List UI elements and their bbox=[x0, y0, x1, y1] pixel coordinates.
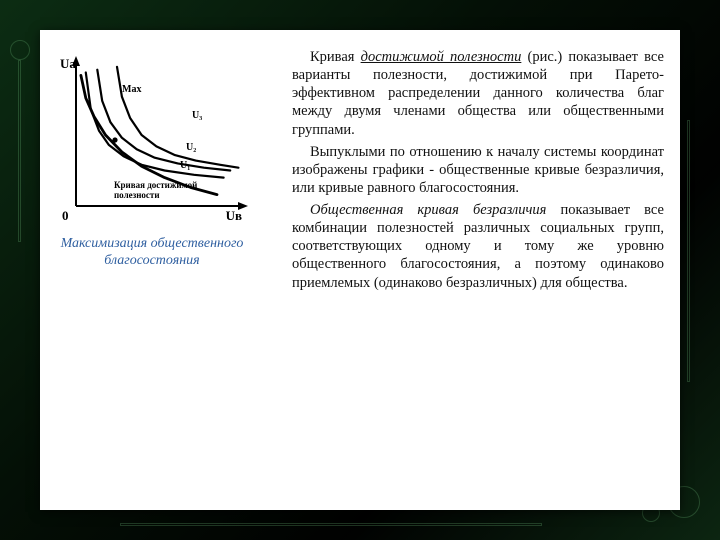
paragraph-2: Выпуклыми по отношению к началу системы … bbox=[292, 143, 664, 197]
svg-text:U₃: U₃ bbox=[192, 110, 202, 121]
decor-trace bbox=[18, 60, 21, 242]
p1-lead: Кривая bbox=[310, 49, 361, 65]
figure-caption: Максимизация общественного благосостояни… bbox=[52, 236, 252, 270]
svg-text:Uа: Uа bbox=[60, 56, 76, 71]
p3-term: Общественная кривая безразличия bbox=[310, 202, 546, 218]
svg-text:Max: Max bbox=[122, 84, 141, 95]
svg-text:0: 0 bbox=[62, 208, 69, 223]
body-text-column: Кривая достижимой полезности (рис.) пока… bbox=[292, 48, 664, 296]
svg-text:U₂: U₂ bbox=[186, 142, 196, 153]
decor-trace bbox=[687, 120, 690, 382]
svg-text:полезности: полезности bbox=[114, 190, 160, 200]
figure-column: Uа 0 Uв Max U₁ U₂ U₃ Кривая достижимой п… bbox=[52, 50, 272, 270]
paragraph-1: Кривая достижимой полезности (рис.) пока… bbox=[292, 48, 664, 139]
decor-node bbox=[10, 40, 30, 60]
svg-text:Кривая достижимой: Кривая достижимой bbox=[114, 180, 197, 190]
svg-text:Uв: Uв bbox=[226, 208, 242, 223]
white-panel: Uа 0 Uв Max U₁ U₂ U₃ Кривая достижимой п… bbox=[40, 30, 680, 510]
p1-term: достижимой полезности bbox=[361, 49, 522, 65]
paragraph-3: Общественная кривая безразличия показыва… bbox=[292, 201, 664, 292]
decor-trace bbox=[120, 523, 542, 526]
utility-frontier-chart: Uа 0 Uв Max U₁ U₂ U₃ Кривая достижимой п… bbox=[52, 50, 258, 230]
svg-text:U₁: U₁ bbox=[180, 160, 190, 171]
slide-root: Uа 0 Uв Max U₁ U₂ U₃ Кривая достижимой п… bbox=[0, 0, 720, 540]
